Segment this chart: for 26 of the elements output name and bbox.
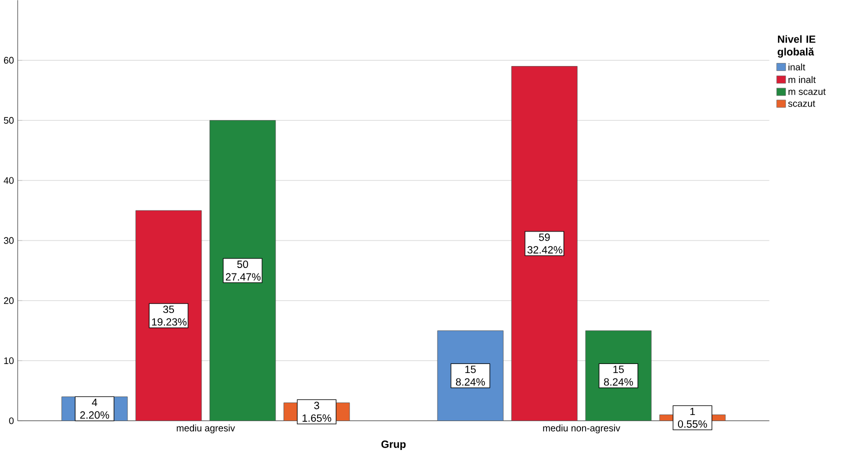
y-tick-label: 10 <box>4 358 14 364</box>
y-tick-label: 50 <box>4 117 14 124</box>
data-label: 50 27.47% <box>226 260 261 281</box>
x-axis-title: Grup <box>381 440 406 450</box>
legend-label: m inalt <box>788 76 816 84</box>
legend-label: inalt <box>788 64 806 71</box>
legend-title: Nivel IE globală <box>778 35 816 58</box>
legend-label: m scazut <box>788 88 826 96</box>
x-tick-label: mediu non-agresiv <box>543 424 620 434</box>
bar <box>511 66 578 422</box>
x-tick-label: mediu agresiv <box>176 424 235 434</box>
bar <box>136 210 202 422</box>
bar <box>210 120 276 422</box>
data-label: 59 32.42% <box>527 234 562 254</box>
y-tick-label: 20 <box>4 298 14 304</box>
legend-label: scazut <box>788 100 816 108</box>
y-tick-label: 60 <box>4 57 14 64</box>
data-label: 1 0.55% <box>678 408 707 428</box>
data-label: 3 1.65% <box>302 402 332 422</box>
y-tick-label: 40 <box>4 177 14 184</box>
data-label: 15 8.24% <box>604 366 633 386</box>
y-tick-label: 0 <box>9 418 14 424</box>
data-label: 15 8.24% <box>456 366 485 386</box>
y-tick-label: 30 <box>4 237 14 244</box>
data-label: 35 19.23% <box>152 306 187 326</box>
data-label: 4 2.20% <box>80 399 110 419</box>
